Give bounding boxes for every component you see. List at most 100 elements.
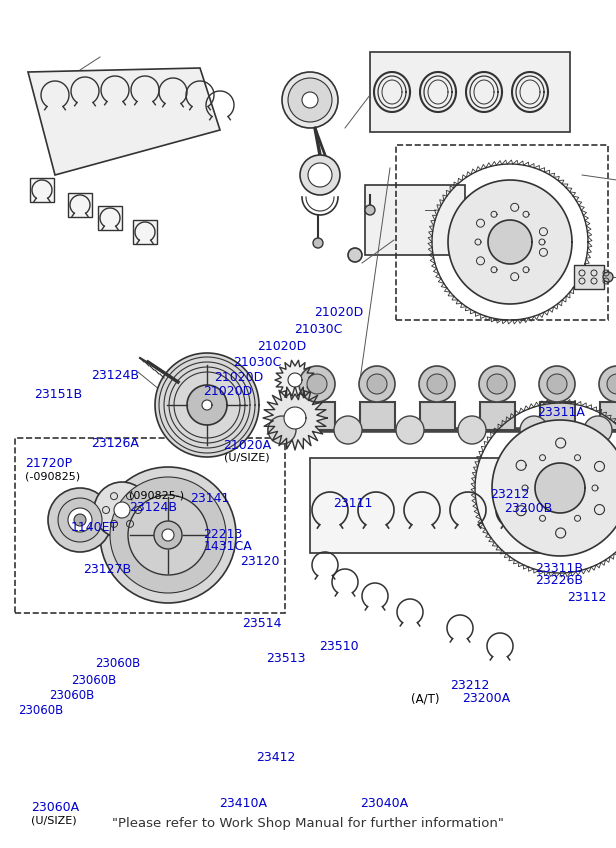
Text: (-090825): (-090825) bbox=[25, 471, 79, 482]
Bar bbox=[30, 178, 54, 202]
Polygon shape bbox=[420, 402, 455, 430]
Text: 1431CA: 1431CA bbox=[203, 539, 252, 553]
Circle shape bbox=[68, 508, 92, 532]
Polygon shape bbox=[535, 463, 585, 513]
Circle shape bbox=[348, 248, 362, 262]
Text: 23127B: 23127B bbox=[83, 563, 131, 577]
Text: 23212: 23212 bbox=[490, 488, 529, 501]
Circle shape bbox=[427, 374, 447, 394]
Circle shape bbox=[479, 366, 515, 402]
Text: 23111: 23111 bbox=[333, 497, 372, 510]
Circle shape bbox=[307, 374, 327, 394]
Text: 23126A: 23126A bbox=[91, 437, 139, 450]
Circle shape bbox=[282, 72, 338, 128]
Circle shape bbox=[302, 92, 318, 108]
Text: 23412: 23412 bbox=[256, 750, 295, 764]
Circle shape bbox=[154, 521, 182, 549]
Text: 23060B: 23060B bbox=[71, 674, 116, 688]
Polygon shape bbox=[28, 68, 220, 175]
Polygon shape bbox=[275, 360, 315, 399]
Bar bbox=[370, 52, 570, 132]
Circle shape bbox=[520, 416, 548, 444]
Text: 23124B: 23124B bbox=[91, 369, 139, 382]
Circle shape bbox=[396, 416, 424, 444]
Polygon shape bbox=[263, 386, 327, 450]
Text: 21020D: 21020D bbox=[214, 371, 264, 384]
Bar bbox=[133, 220, 157, 244]
Text: 23212: 23212 bbox=[450, 678, 489, 692]
Text: 23151B: 23151B bbox=[34, 388, 83, 401]
Polygon shape bbox=[284, 407, 306, 429]
Circle shape bbox=[365, 205, 375, 215]
Text: 23200B: 23200B bbox=[504, 502, 552, 516]
Bar bbox=[365, 185, 465, 255]
Circle shape bbox=[94, 482, 150, 538]
Circle shape bbox=[603, 507, 613, 517]
Polygon shape bbox=[448, 180, 572, 304]
Circle shape bbox=[114, 502, 130, 518]
Circle shape bbox=[300, 155, 340, 195]
Polygon shape bbox=[187, 385, 227, 425]
Text: 21020D: 21020D bbox=[203, 385, 253, 399]
Bar bbox=[574, 265, 604, 289]
Polygon shape bbox=[600, 402, 616, 430]
Text: 21020D: 21020D bbox=[314, 306, 363, 320]
Polygon shape bbox=[488, 220, 532, 264]
Text: 23060B: 23060B bbox=[95, 657, 140, 671]
Text: 23141: 23141 bbox=[190, 492, 229, 505]
Circle shape bbox=[313, 238, 323, 248]
Bar bbox=[310, 458, 560, 553]
Polygon shape bbox=[492, 420, 616, 556]
Circle shape bbox=[128, 495, 208, 575]
Circle shape bbox=[599, 366, 616, 402]
Text: (U/SIZE): (U/SIZE) bbox=[31, 815, 76, 825]
Circle shape bbox=[100, 467, 236, 603]
Text: 21720P: 21720P bbox=[25, 457, 72, 471]
Text: 1140ET: 1140ET bbox=[71, 521, 118, 534]
Text: 21020A: 21020A bbox=[224, 438, 272, 452]
Text: 23060B: 23060B bbox=[49, 689, 94, 702]
Text: 23200A: 23200A bbox=[462, 692, 510, 706]
Text: 23410A: 23410A bbox=[219, 797, 267, 811]
Polygon shape bbox=[300, 402, 335, 430]
Circle shape bbox=[607, 374, 616, 394]
Text: (U/SIZE): (U/SIZE) bbox=[224, 453, 269, 463]
Circle shape bbox=[458, 416, 486, 444]
Text: (090825-): (090825-) bbox=[129, 490, 184, 500]
Text: 22213: 22213 bbox=[203, 527, 243, 541]
Circle shape bbox=[288, 78, 332, 122]
Text: (A/T): (A/T) bbox=[411, 692, 440, 706]
Circle shape bbox=[359, 366, 395, 402]
Text: 21020D: 21020D bbox=[257, 340, 307, 354]
Circle shape bbox=[268, 416, 296, 444]
Circle shape bbox=[74, 514, 86, 526]
Circle shape bbox=[162, 529, 174, 541]
Polygon shape bbox=[480, 402, 515, 430]
Text: 23124B: 23124B bbox=[129, 500, 177, 514]
Text: 23040A: 23040A bbox=[360, 797, 408, 811]
Polygon shape bbox=[155, 353, 259, 457]
Text: 21030C: 21030C bbox=[294, 322, 343, 336]
Bar bbox=[396, 145, 608, 320]
Text: 23514: 23514 bbox=[242, 616, 282, 630]
Circle shape bbox=[539, 366, 575, 402]
Circle shape bbox=[487, 374, 507, 394]
Circle shape bbox=[419, 366, 455, 402]
Text: 21030C: 21030C bbox=[233, 355, 282, 369]
Circle shape bbox=[48, 488, 112, 552]
Circle shape bbox=[367, 374, 387, 394]
Circle shape bbox=[110, 477, 226, 593]
Circle shape bbox=[584, 416, 612, 444]
Text: 23510: 23510 bbox=[319, 639, 359, 653]
Text: 23060B: 23060B bbox=[18, 704, 63, 717]
Text: 23120: 23120 bbox=[240, 555, 280, 568]
Polygon shape bbox=[540, 402, 575, 430]
Polygon shape bbox=[288, 373, 302, 387]
Circle shape bbox=[299, 366, 335, 402]
Text: 23112: 23112 bbox=[567, 591, 606, 605]
Text: 23226B: 23226B bbox=[535, 574, 583, 588]
Bar bbox=[98, 206, 122, 230]
Text: 23060A: 23060A bbox=[31, 801, 79, 814]
Circle shape bbox=[547, 374, 567, 394]
Polygon shape bbox=[360, 402, 395, 430]
